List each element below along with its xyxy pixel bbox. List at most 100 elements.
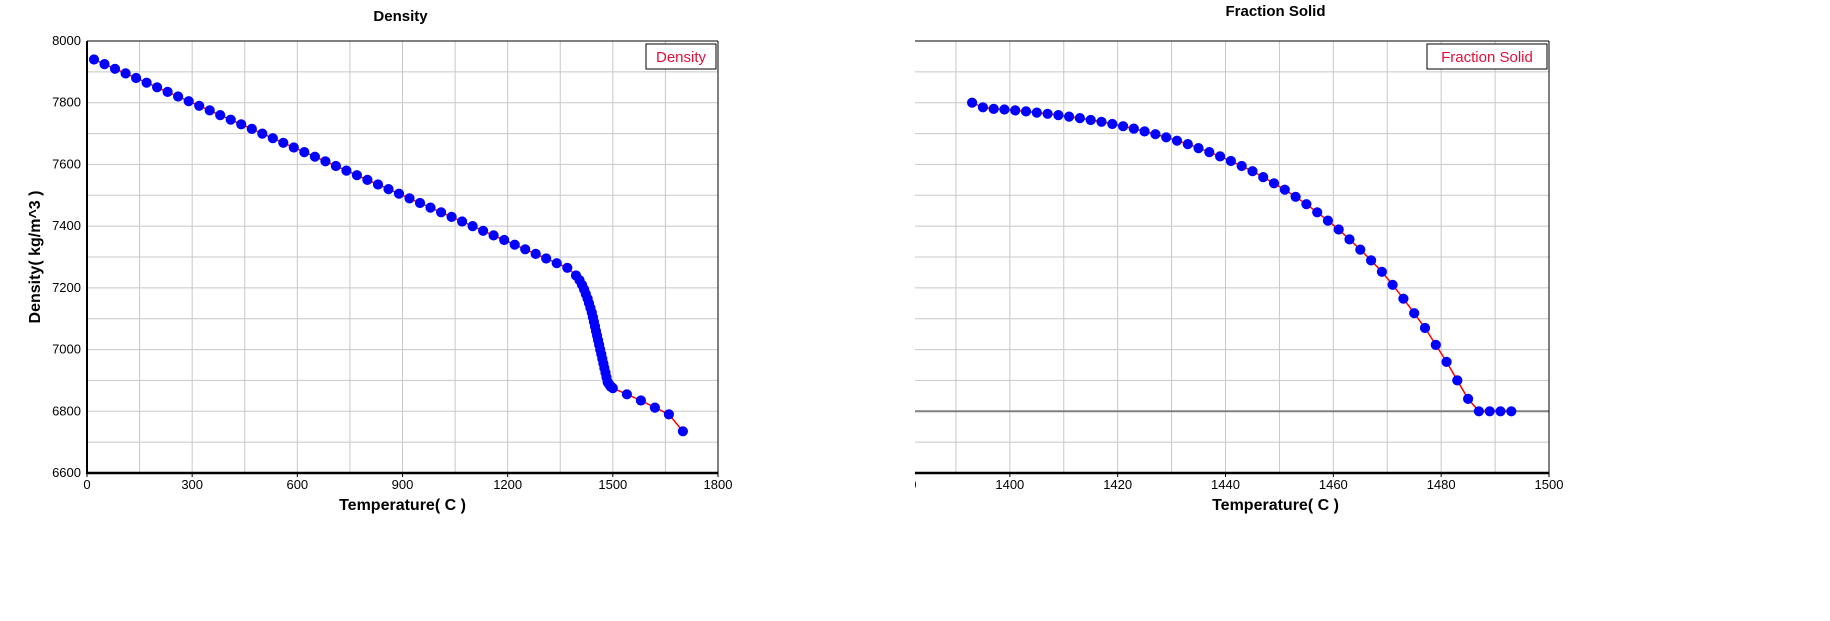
- data-point: [1042, 108, 1053, 119]
- data-point: [1096, 116, 1107, 127]
- data-point: [1010, 105, 1021, 116]
- data-point: [1247, 166, 1258, 177]
- data-point: [677, 426, 689, 437]
- data-point: [1398, 293, 1409, 304]
- data-point: [1419, 322, 1431, 334]
- data-point: [467, 221, 478, 232]
- data-point: [1463, 393, 1474, 404]
- data-point: [131, 72, 142, 84]
- x-tick-label: 900: [392, 477, 414, 492]
- data-point: [225, 114, 236, 125]
- data-point: [663, 409, 675, 420]
- y-tick-label: 7000: [52, 342, 81, 357]
- fraction-solid-chart: 1380140014201440146014801500-0.200.20.40…: [915, 3, 1564, 514]
- data-point: [1193, 143, 1204, 154]
- data-point: [1312, 207, 1323, 218]
- y-tick-label: 7600: [52, 156, 81, 171]
- data-point: [1182, 139, 1193, 150]
- data-point: [1495, 406, 1506, 417]
- data-point: [362, 174, 373, 185]
- data-point: [152, 82, 163, 93]
- data-point: [1161, 132, 1172, 143]
- data-point: [551, 258, 562, 269]
- y-tick-label: 7800: [52, 95, 81, 110]
- data-point: [120, 68, 131, 79]
- x-tick-label: 600: [286, 477, 308, 492]
- data-point: [1322, 215, 1333, 226]
- density-chart: 0 300 600 900 1200 1500 1800 6600 6800 7000 7200 74…: [27, 8, 733, 514]
- data-point: [1139, 126, 1150, 137]
- data-point: [341, 165, 352, 176]
- data-point: [141, 77, 152, 88]
- y-tick-label: 6600: [52, 465, 81, 480]
- data-point: [288, 142, 299, 153]
- data-point: [478, 225, 489, 236]
- y-axis-label: Density( kg/m^3 ): [27, 191, 44, 324]
- x-tick-label: 1500: [598, 477, 627, 492]
- data-point: [1268, 178, 1280, 189]
- legend-entry: Density: [656, 49, 707, 66]
- data-point: [257, 128, 268, 139]
- data-point: [1290, 191, 1301, 202]
- chart-title: Fraction Solid: [1225, 3, 1325, 20]
- data-point: [457, 216, 468, 227]
- data-point: [635, 395, 647, 406]
- data-point: [320, 156, 331, 167]
- data-point: [404, 193, 415, 204]
- data-point: [246, 123, 257, 134]
- data-point: [1107, 118, 1118, 130]
- data-point: [1430, 339, 1441, 350]
- data-point: [109, 63, 121, 74]
- x-tick-label: 1500: [1535, 477, 1564, 492]
- data-point: [1258, 172, 1269, 183]
- x-tick-label: 1480: [1427, 477, 1456, 492]
- data-point: [1225, 155, 1236, 167]
- series-0: [967, 97, 1517, 417]
- data-point: [1387, 279, 1398, 290]
- legend-entry: Fraction Solid: [1441, 49, 1533, 66]
- data-point: [509, 239, 520, 250]
- data-point: [649, 402, 661, 413]
- data-point: [183, 96, 194, 107]
- data-point: [383, 184, 394, 195]
- legend-box: [1426, 43, 1548, 70]
- data-point: [267, 133, 278, 144]
- x-axis-label: Temperature( C ): [339, 497, 466, 514]
- data-point: [530, 248, 541, 259]
- x-tick-label: 1400: [995, 477, 1024, 492]
- data-point: [1333, 224, 1344, 235]
- x-tick-label: 300: [181, 477, 203, 492]
- data-point: [1085, 114, 1096, 126]
- data-point: [215, 110, 226, 121]
- legend-box: [645, 43, 717, 70]
- data-point: [436, 207, 447, 218]
- data-point: [1355, 244, 1366, 255]
- data-point: [1441, 356, 1452, 367]
- data-point: [1366, 255, 1377, 266]
- x-tick-label: 1380: [915, 477, 916, 492]
- data-point: [372, 179, 384, 190]
- data-point: [1053, 110, 1064, 121]
- data-point: [1171, 135, 1183, 146]
- x-tick-label: 1800: [704, 477, 733, 492]
- series-0: [88, 54, 689, 437]
- data-point: [1473, 406, 1485, 417]
- data-point: [1344, 234, 1355, 245]
- legend: Fraction Solid: [1426, 43, 1548, 70]
- data-point: [621, 389, 633, 400]
- data-point: [1204, 147, 1215, 158]
- data-point: [562, 262, 573, 273]
- data-point: [299, 147, 310, 158]
- data-point: [1301, 199, 1312, 210]
- data-point: [1506, 406, 1517, 417]
- data-point: [99, 59, 110, 70]
- y-tick-label: 8000: [52, 33, 81, 48]
- data-point: [309, 151, 320, 162]
- data-point: [541, 253, 552, 264]
- data-point: [1064, 111, 1075, 122]
- data-point: [1215, 151, 1226, 162]
- data-point: [1484, 406, 1495, 417]
- data-point: [1376, 266, 1387, 277]
- data-point: [414, 197, 426, 209]
- data-point: [607, 383, 618, 394]
